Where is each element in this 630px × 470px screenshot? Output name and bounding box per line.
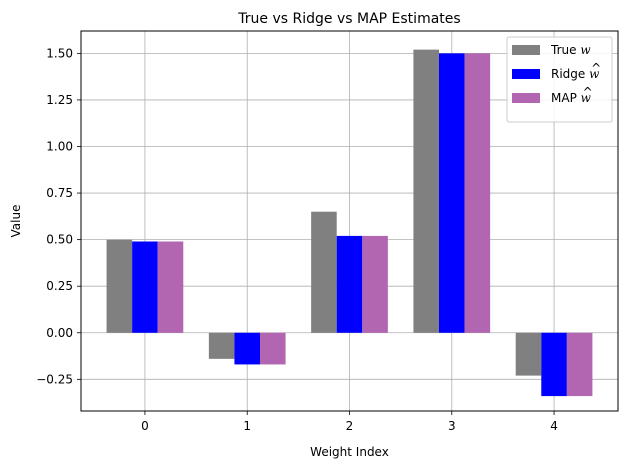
y-tick-label: 0.00	[46, 326, 73, 340]
y-tick-label: 0.75	[46, 186, 73, 200]
bar	[515, 332, 542, 376]
x-axis-label: Weight Index	[310, 445, 389, 459]
x-tick-label: 0	[141, 419, 149, 433]
bars	[106, 49, 593, 397]
hat-accent: ^	[583, 85, 593, 99]
y-tick-label: 1.25	[46, 93, 73, 107]
x-tick-label: 3	[448, 419, 456, 433]
bar	[439, 53, 465, 333]
x-tick-label: 1	[243, 419, 251, 433]
x-tick-label: 4	[550, 419, 558, 433]
bar	[413, 49, 439, 333]
legend-label: MAP w	[551, 91, 592, 105]
legend-swatch	[512, 93, 540, 103]
bar	[362, 235, 388, 333]
bar	[234, 332, 260, 365]
bar	[260, 332, 286, 365]
x-tick-label: 2	[346, 419, 354, 433]
legend-swatch	[512, 45, 540, 55]
legend-label: Ridge w	[551, 67, 600, 81]
bar	[566, 332, 593, 397]
bar	[132, 241, 158, 333]
y-tick-label: 1.50	[46, 46, 73, 60]
y-tick-label: −0.25	[36, 372, 73, 386]
y-tick-label: 0.50	[46, 233, 73, 247]
hat-accent: ^	[591, 61, 601, 75]
y-tick-label: 0.25	[46, 279, 73, 293]
bar	[541, 332, 567, 397]
bar	[464, 53, 491, 333]
legend-swatch	[512, 69, 540, 79]
y-axis-label: Value	[9, 205, 23, 238]
chart-title: True vs Ridge vs MAP Estimates	[237, 11, 460, 27]
bar	[157, 241, 184, 333]
bar	[336, 235, 363, 333]
y-axis-ticks: −0.25 0.00 0.25 0.50 0.75 1.00 1.25 1.50	[36, 46, 81, 386]
bar	[208, 332, 235, 359]
bar	[106, 239, 133, 333]
x-axis-ticks: 0 1 2 3 4	[141, 411, 558, 433]
legend-label: True w	[550, 43, 591, 57]
y-tick-label: 1.00	[46, 139, 73, 153]
bar	[311, 211, 337, 333]
